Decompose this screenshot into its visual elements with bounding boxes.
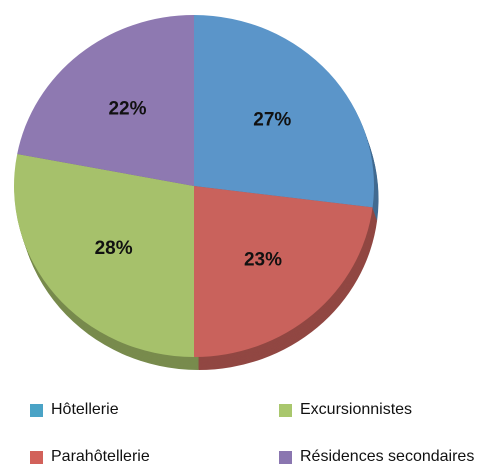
legend-item-residences-secondaires: Résidences secondaires [279, 445, 474, 469]
legend-swatch-hotellerie [30, 403, 43, 417]
pie-label-hotellerie: 27% [253, 109, 291, 130]
pie-slices-layer [14, 15, 374, 358]
pie-slice-residences-secondaires [17, 15, 194, 186]
pie-label-residences-secondaires: 22% [108, 99, 146, 120]
legend-swatch-residences-secondaires [279, 450, 292, 464]
pie-slice-hotellerie [194, 15, 374, 208]
legend-label-hotellerie: Hôtellerie [51, 401, 119, 418]
legend-swatch-excursionnistes [279, 403, 292, 417]
pie-labels-layer: 27% 23% 28% 22% [95, 99, 292, 271]
legend-label-parahotellerie: Parahôtellerie [51, 448, 150, 465]
pie-slice-excursionnistes [14, 153, 195, 357]
legend-label-residences-secondaires: Résidences secondaires [300, 448, 475, 465]
pie-label-excursionnistes: 28% [95, 238, 133, 259]
legend-item-excursionnistes: Excursionnistes [279, 398, 412, 422]
legend-item-hotellerie: Hôtellerie [30, 398, 119, 422]
legend-swatch-parahotellerie [30, 450, 43, 464]
legend-item-parahotellerie: Parahôtellerie [30, 445, 150, 469]
pie-slice-parahotellerie [194, 186, 373, 358]
pie-label-parahotellerie: 23% [244, 249, 282, 270]
legend-label-excursionnistes: Excursionnistes [300, 401, 413, 418]
pie-chart: 27% 23% 28% 22% [14, 15, 379, 371]
chart-legend: Hôtellerie Excursionnistes Parahôtelleri… [0, 390, 483, 466]
